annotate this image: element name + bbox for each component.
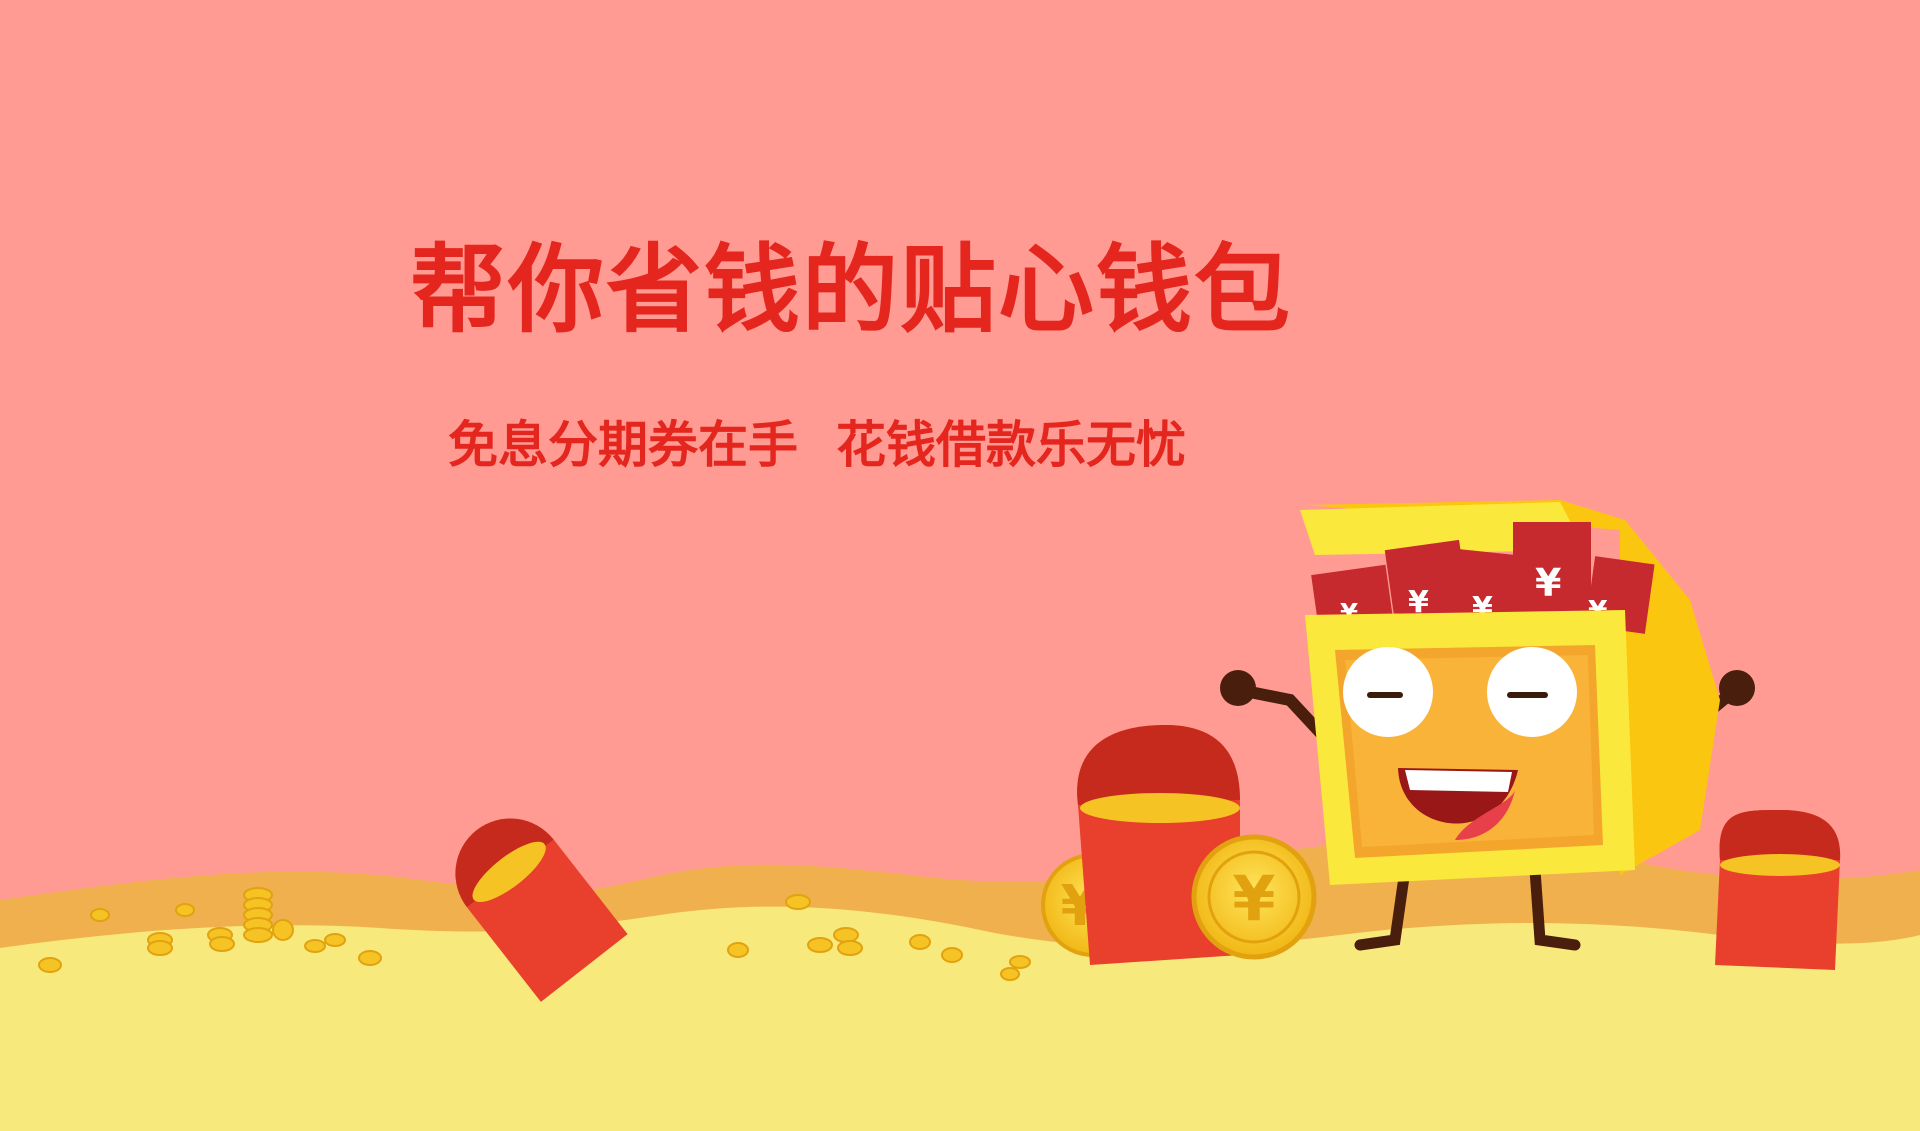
- slogan-part-1: 免息分期券在手: [448, 416, 798, 474]
- coin-pile-middle: [727, 894, 1031, 981]
- box-red-envelopes: ¥ ¥ ¥ ¥ ¥: [1311, 522, 1655, 635]
- red-envelope-left: [455, 818, 628, 1002]
- coin-pile-left: [38, 887, 382, 973]
- ground-front-wave: [0, 906, 1920, 1131]
- svg-text:¥: ¥: [1535, 561, 1561, 605]
- svg-text:¥: ¥: [1408, 585, 1429, 620]
- red-envelope-right: [1715, 810, 1841, 970]
- svg-text:¥: ¥: [1232, 862, 1275, 935]
- slogan: 免息分期券在手 花钱借款乐无忧: [448, 415, 1186, 475]
- mascot: ¥ ¥ ¥ ¥ ¥: [1220, 500, 1755, 951]
- slogan-part-2: 花钱借款乐无忧: [836, 416, 1186, 474]
- headline: 帮你省钱的贴心钱包: [410, 234, 1292, 346]
- big-coin-front: ¥: [1191, 834, 1317, 960]
